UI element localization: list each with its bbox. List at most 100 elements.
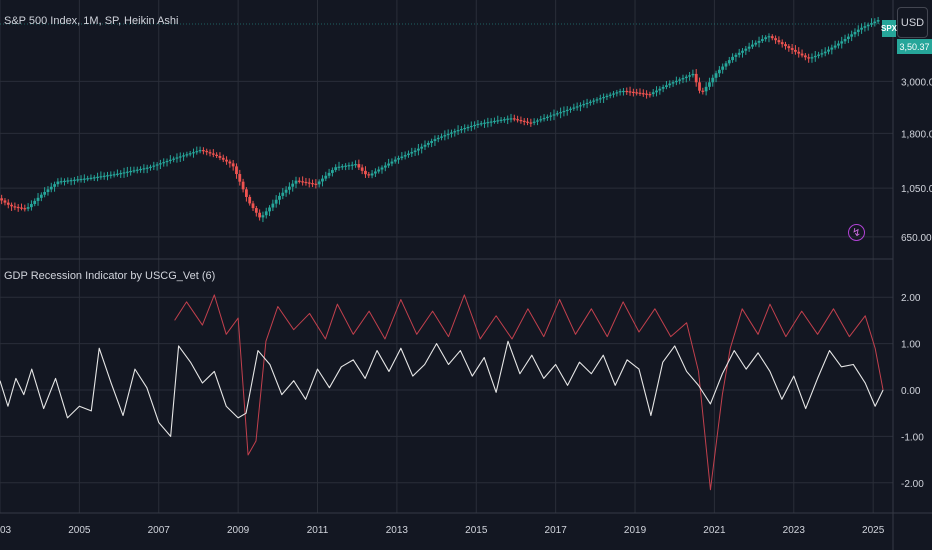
candle-body	[63, 180, 66, 183]
candle-body	[830, 47, 834, 50]
candle-body	[440, 136, 443, 138]
candle-body	[522, 120, 526, 123]
x-tick-label: 2007	[148, 525, 171, 536]
candle-body	[165, 160, 169, 163]
indicator-tick-label: 2.00	[901, 293, 921, 304]
candle-body	[168, 159, 172, 161]
candle-body	[420, 146, 424, 149]
currency-button[interactable]: USD	[897, 7, 928, 38]
candle-body	[694, 73, 698, 83]
x-tick-label: 2017	[545, 525, 568, 536]
candle-body	[545, 116, 549, 118]
candle-body	[317, 181, 321, 185]
candle-body	[777, 40, 781, 43]
candle-body	[595, 99, 599, 101]
candle-body	[377, 169, 381, 172]
candle-body	[423, 144, 427, 147]
candle-body	[853, 31, 857, 35]
candle-body	[837, 43, 840, 46]
candle-body	[846, 36, 850, 39]
candle-body	[347, 165, 351, 167]
candle-body	[373, 171, 377, 174]
candle-body	[215, 154, 219, 157]
candle-body	[99, 176, 103, 178]
candle-body	[43, 192, 47, 195]
candle-body	[608, 94, 612, 96]
grid	[0, 0, 893, 513]
candle-body	[631, 91, 635, 94]
candle-body	[410, 152, 414, 154]
candle-body	[655, 90, 658, 93]
candle-body	[241, 181, 245, 190]
candle-body	[430, 141, 434, 143]
candle-body	[794, 49, 797, 52]
candle-body	[684, 76, 688, 79]
candle-body	[780, 42, 784, 45]
candle-body	[145, 167, 149, 169]
candle-body	[264, 211, 268, 216]
candle-body	[66, 180, 70, 182]
indicator-tick-label: -1.00	[901, 432, 924, 443]
candle-body	[20, 207, 23, 209]
candle-body	[519, 119, 523, 122]
candle-body	[16, 206, 20, 209]
candle-body	[724, 63, 728, 67]
candle-body	[278, 195, 281, 200]
candle-body	[747, 46, 751, 49]
candle-body	[185, 154, 189, 156]
candle-body	[116, 173, 119, 175]
candle-body	[152, 165, 156, 167]
candle-body	[526, 121, 529, 123]
candle-body	[569, 108, 572, 110]
x-tick-label: 2019	[624, 525, 647, 536]
candle-body	[767, 36, 771, 38]
candle-body	[555, 113, 559, 115]
candle-body	[139, 168, 142, 171]
x-tick-label: 2013	[386, 525, 409, 536]
candle-body	[198, 150, 202, 152]
candle-body	[648, 94, 652, 96]
indicator-line-white	[0, 340, 884, 437]
candle-body	[73, 179, 76, 181]
candle-body	[737, 52, 741, 55]
candle-body	[456, 130, 460, 132]
candle-body	[579, 105, 582, 107]
x-tick-label: 2021	[703, 525, 726, 536]
candle-body	[493, 120, 496, 123]
candle-body	[159, 163, 162, 165]
candle-body	[476, 123, 480, 126]
candle-body	[69, 180, 73, 182]
candle-body	[393, 159, 397, 162]
candle-body	[734, 54, 738, 57]
candle-body	[681, 78, 685, 80]
candle-body	[383, 165, 387, 168]
candle-body	[327, 172, 331, 176]
candle-body	[754, 42, 758, 45]
candle-body	[235, 166, 238, 175]
candle-body	[125, 171, 129, 173]
candle-body	[674, 80, 678, 83]
candle-body	[364, 170, 367, 175]
candle-body	[271, 203, 275, 208]
lightning-bolt-icon[interactable]: ↯	[848, 224, 865, 241]
candle-body	[473, 124, 477, 127]
candle-body	[787, 46, 791, 49]
candle-body	[552, 114, 556, 116]
candle-body	[149, 166, 152, 168]
candle-body	[850, 34, 854, 37]
indicator-tick-label: 1.00	[901, 340, 921, 351]
candle-body	[416, 148, 420, 151]
candle-body	[628, 91, 632, 93]
candle-body	[129, 170, 133, 173]
candle-body	[542, 117, 546, 120]
candle-body	[651, 92, 655, 95]
candle-body	[588, 101, 592, 103]
symbol-badge: SPX	[881, 20, 897, 37]
candle-body	[807, 57, 811, 59]
candle-body	[46, 189, 50, 193]
candle-body	[760, 39, 764, 41]
candle-body	[228, 161, 232, 164]
x-tick-label: 2011	[307, 525, 329, 536]
candle-body	[324, 175, 328, 179]
